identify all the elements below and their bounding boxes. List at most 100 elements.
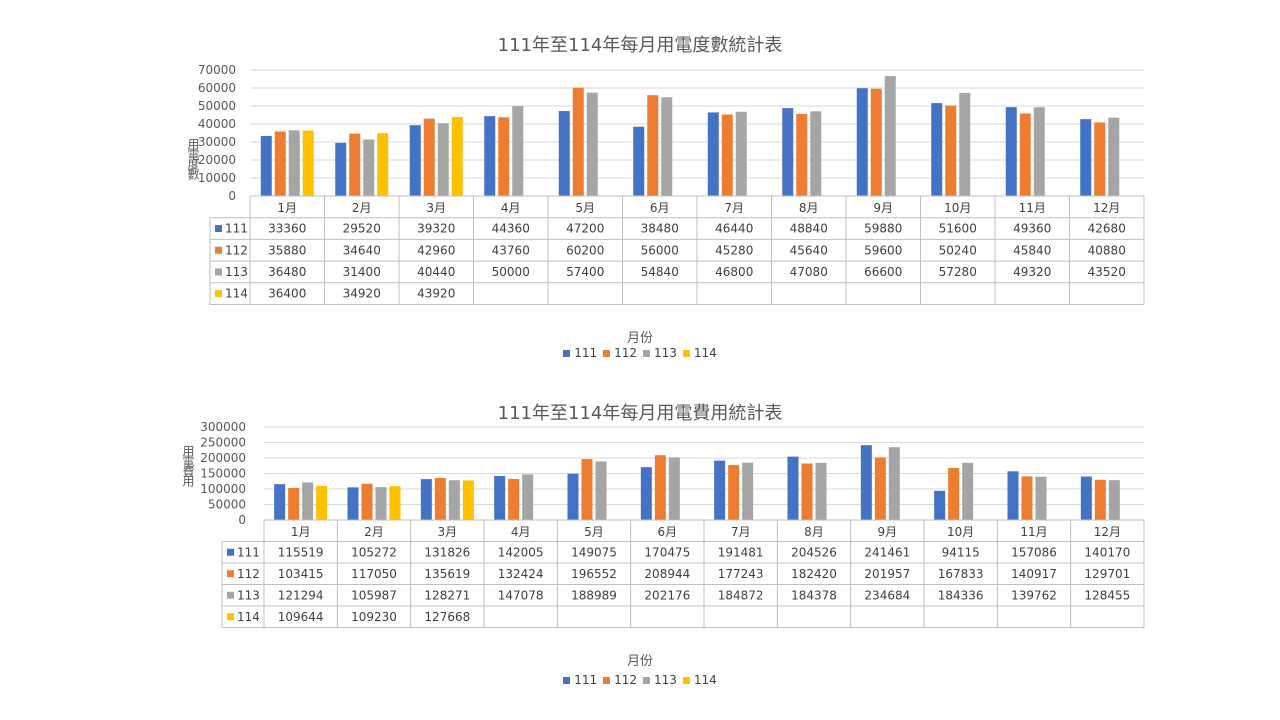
legend-item: 111	[563, 673, 597, 687]
bar	[1108, 480, 1120, 520]
bar	[494, 475, 506, 520]
table-cell: 109230	[351, 610, 397, 624]
legend-item: 112	[603, 346, 637, 360]
x-tick-label: 8月	[799, 201, 819, 215]
table-series-label: 114	[225, 287, 248, 301]
table-cell: 49360	[1013, 222, 1051, 236]
y-tick-label: 50000	[208, 498, 246, 512]
bar	[742, 462, 754, 520]
chart1-plot: 0 10000 20000 30000 40000 50000 60000 70000 1月 2月…	[198, 63, 1145, 305]
bar	[1094, 122, 1106, 196]
bar	[1108, 117, 1120, 196]
table-cell: 115519	[278, 545, 324, 559]
y-tick-label: 60000	[198, 81, 236, 95]
bar	[801, 463, 813, 520]
bar	[962, 462, 974, 520]
bar	[595, 461, 607, 520]
bar	[728, 465, 740, 520]
bar	[448, 480, 460, 520]
table-cell: 105987	[351, 588, 397, 602]
y-tick-label: 100000	[200, 482, 246, 496]
table-cell: 46800	[715, 265, 753, 279]
table-cell: 208944	[644, 567, 690, 581]
x-tick-label: 7月	[731, 525, 751, 539]
table-cell: 140917	[1011, 567, 1057, 581]
x-tick-label: 3月	[438, 525, 458, 539]
bar	[874, 457, 886, 520]
table-cell: 50240	[939, 243, 977, 257]
legend-item: 113	[643, 673, 677, 687]
table-cell: 109644	[278, 610, 324, 624]
bar	[375, 487, 387, 520]
bar	[633, 126, 645, 196]
table-series-label: 113	[225, 265, 248, 279]
legend-swatch	[682, 677, 690, 684]
bar	[647, 95, 659, 196]
table-series-label: 112	[237, 567, 260, 581]
bar	[349, 133, 361, 196]
table-cell: 43760	[492, 243, 530, 257]
x-tick-label: 12月	[1094, 525, 1121, 539]
bar	[316, 486, 328, 520]
bar	[335, 142, 347, 196]
x-tick-label: 9月	[873, 201, 893, 215]
legend-label: 114	[693, 673, 717, 687]
bar	[787, 456, 799, 520]
legend-item: 113	[643, 346, 677, 360]
bar	[484, 116, 496, 196]
y-tick-label: 30000	[198, 135, 236, 149]
bar	[462, 480, 474, 520]
bar	[1094, 479, 1106, 520]
table-cell: 139762	[1011, 588, 1057, 602]
bar	[437, 123, 449, 196]
table-cell: 149075	[571, 545, 617, 559]
bar	[810, 111, 822, 196]
bar	[707, 112, 719, 196]
table-cell: 177243	[718, 567, 764, 581]
table-cell: 66600	[864, 265, 902, 279]
table-cell: 184336	[938, 588, 984, 602]
legend-label: 113	[654, 346, 677, 360]
table-cell: 57280	[939, 265, 977, 279]
table-cell: 234684	[864, 588, 910, 602]
bar	[558, 111, 570, 196]
table-legend-key	[215, 268, 222, 276]
table-cell: 56000	[641, 243, 679, 257]
table-cell: 201957	[864, 567, 910, 581]
table-cell: 157086	[1011, 545, 1057, 559]
legend-swatch	[643, 677, 650, 684]
legend-swatch	[682, 350, 690, 357]
chart2-legend: 111 112 113 114	[0, 673, 1280, 687]
table-legend-key	[227, 548, 234, 556]
bar	[1035, 476, 1047, 520]
x-tick-label: 10月	[944, 201, 971, 215]
table-legend-key	[227, 570, 234, 578]
bar	[409, 125, 421, 196]
table-cell: 54840	[641, 265, 679, 279]
table-cell: 59880	[864, 222, 902, 236]
table-cell: 135619	[424, 567, 470, 581]
legend-swatch	[603, 350, 611, 357]
x-tick-label: 7月	[724, 201, 744, 215]
bar	[860, 445, 872, 520]
bar	[347, 487, 359, 520]
bar	[735, 111, 747, 196]
table-legend-key	[227, 591, 234, 599]
table-cell: 39320	[417, 222, 455, 236]
table-cell: 127668	[424, 610, 470, 624]
table-cell: 45640	[790, 243, 828, 257]
bar	[1080, 476, 1092, 520]
table-series-label: 114	[237, 610, 260, 624]
table-cell: 147078	[498, 588, 544, 602]
legend-swatch	[563, 350, 571, 357]
bar	[420, 479, 432, 520]
bar	[288, 487, 300, 520]
legend-label: 114	[693, 346, 717, 360]
table-cell: 94115	[942, 545, 980, 559]
x-tick-label: 1月	[277, 201, 297, 215]
x-tick-label: 9月	[878, 525, 898, 539]
table-cell: 45840	[1013, 243, 1051, 257]
table-cell: 43920	[417, 287, 455, 301]
table-cell: 36400	[268, 287, 306, 301]
chart2-y-axis-label: 用電費用	[181, 445, 195, 485]
